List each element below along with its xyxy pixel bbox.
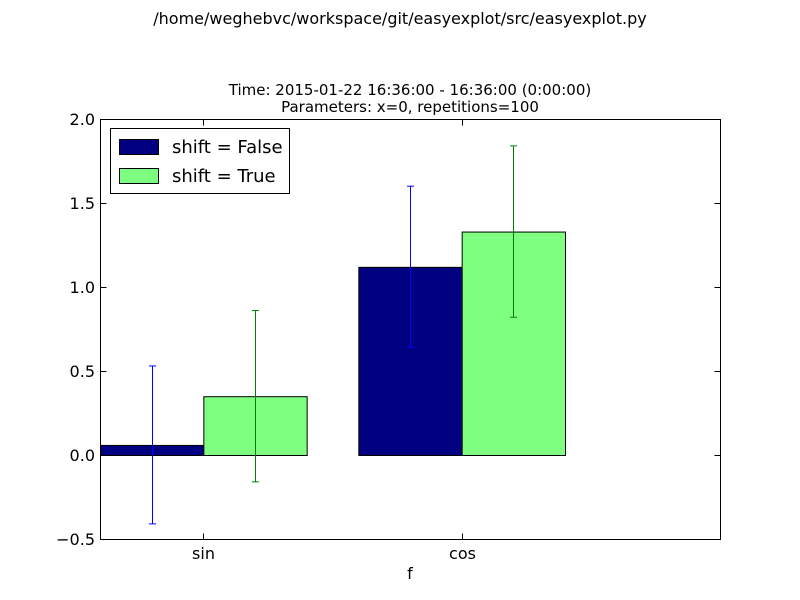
error-bar-shift-true-cos xyxy=(510,145,517,318)
x-tick-label-cos: cos xyxy=(449,544,476,563)
y-tick-label: −0.5 xyxy=(56,530,95,549)
legend-label-shift-true: shift = True xyxy=(172,165,276,187)
error-bar-shift-false-cos xyxy=(407,185,414,348)
error-bars-layer xyxy=(149,145,517,525)
error-bar-shift-false-sin xyxy=(149,365,156,525)
x-axis-label: f xyxy=(407,564,413,583)
x-tick-label-sin: sin xyxy=(192,544,215,563)
legend-entry-shift-false: shift = False xyxy=(119,135,283,159)
bars-layer xyxy=(100,231,566,457)
y-tick-label: 1.0 xyxy=(70,278,95,297)
chart-title-line-1: Time: 2015-01-22 16:36:00 - 16:36:00 (0:… xyxy=(228,81,592,99)
legend-swatch-shift-true xyxy=(119,168,159,184)
y-tick-label: 2.0 xyxy=(70,110,95,129)
y-tick-label: 1.5 xyxy=(70,194,95,213)
ticks-layer: −0.5 0.0 0.5 1.0 1.5 2.0 sin cos xyxy=(56,110,721,563)
error-bar-shift-true-sin xyxy=(252,310,259,483)
plot-area-frame xyxy=(100,119,721,540)
y-tick-label: 0.5 xyxy=(70,362,95,381)
y-tick-label: 0.0 xyxy=(70,446,95,465)
legend-swatch-shift-false xyxy=(119,139,159,155)
legend: shift = False shift = True xyxy=(110,128,290,194)
chart-title-line-2: Parameters: x=0, repetitions=100 xyxy=(281,98,539,116)
figure-suptitle: /home/weghebvc/workspace/git/easyexplot/… xyxy=(153,9,647,28)
legend-label-shift-false: shift = False xyxy=(172,136,283,158)
legend-entry-shift-true: shift = True xyxy=(119,164,276,188)
